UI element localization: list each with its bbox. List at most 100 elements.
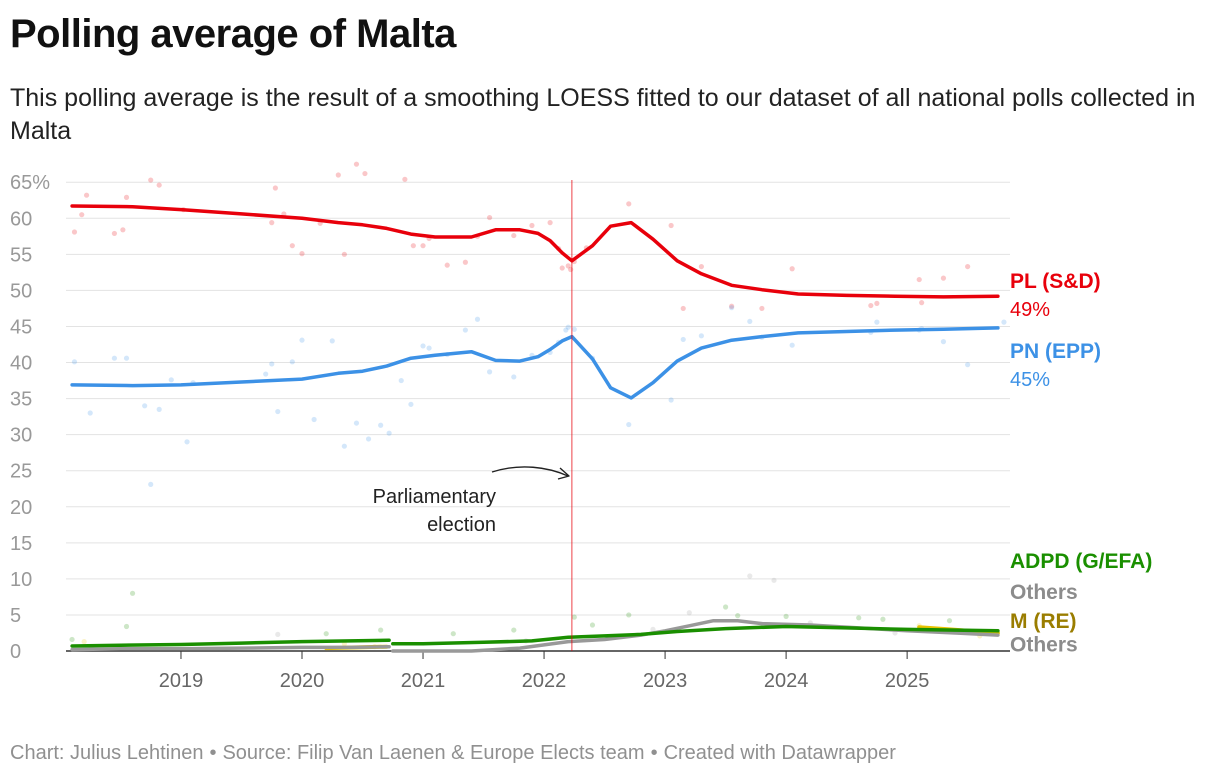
poll-dot-2-11: [735, 613, 741, 619]
poll-dot-1-4: [142, 403, 148, 409]
series-line-pn-epp--0: [70, 326, 1000, 400]
poll-dot-0-32: [547, 220, 553, 226]
poll-dot-0-43: [729, 303, 735, 309]
election-annotation: Parliamentary election: [373, 180, 573, 651]
poll-dot-0-6: [148, 177, 154, 183]
y-tick-label-30: 30: [10, 425, 32, 447]
y-tick-label-45: 45: [10, 316, 32, 338]
poll-dot-0-1: [79, 212, 85, 218]
chart-subtitle: This polling average is the result of a …: [10, 84, 1196, 145]
poll-dot-1-6: [156, 406, 162, 412]
poll-dot-1-2: [111, 355, 118, 361]
poll-dot-1-39: [668, 397, 674, 403]
poll-dot-2-4: [378, 627, 384, 633]
poll-dot-1-25: [426, 345, 432, 351]
poll-dot-0-30: [511, 232, 517, 239]
end-label-value-0: 49%: [1010, 299, 1050, 321]
poll-dot-0-50: [940, 275, 947, 281]
y-tick-label-5: 5: [10, 605, 21, 627]
poll-dot-0-39: [626, 201, 632, 207]
poll-dot-2-0: [69, 636, 75, 643]
y-tick-label-65: 65%: [10, 172, 50, 194]
poll-dot-2-14: [880, 616, 886, 622]
poll-dot-0-51: [965, 263, 971, 270]
poll-dot-1-10: [263, 371, 269, 377]
poll-dot-0-16: [335, 172, 341, 178]
y-tick-label-35: 35: [10, 389, 32, 411]
poll-dot-1-38: [626, 421, 632, 428]
annotation-arrowhead: [557, 467, 570, 480]
poll-dot-0-26: [444, 262, 450, 268]
poll-dot-1-42: [729, 305, 735, 311]
series-line-others-0: [70, 644, 391, 652]
series-line-others-1: [391, 618, 1000, 653]
chart-credit: Chart: Julius Lehtinen: [10, 742, 204, 764]
poll-dot-0-44: [759, 305, 765, 312]
poll-dot-0-24: [420, 243, 426, 249]
y-tick-label-55: 55: [10, 244, 32, 266]
end-label-0: PL (S&D): [1010, 270, 1101, 293]
footer-separator: •: [650, 742, 658, 764]
x-tick-label-2019: 2019: [159, 670, 204, 692]
y-tick-label-20: 20: [10, 497, 32, 519]
x-tick-label-2024: 2024: [764, 670, 809, 692]
poll-dot-0-13: [289, 243, 295, 249]
poll-dot-0-11: [272, 185, 278, 191]
y-tick-label-60: 60: [10, 208, 32, 230]
poll-dot-1-23: [408, 401, 414, 407]
poll-dot-1-34: [563, 327, 569, 333]
end-label-2: ADPD (G/EFA): [1010, 550, 1152, 573]
x-tick-label-2025: 2025: [885, 670, 930, 692]
poll-dot-0-49: [919, 300, 925, 306]
x-tick-label-2020: 2020: [280, 670, 325, 692]
y-tick-label-0: 0: [10, 641, 21, 663]
poll-dot-1-27: [462, 327, 468, 333]
poll-dot-0-5: [123, 194, 130, 200]
poll-dot-0-47: [874, 300, 880, 306]
poll-dot-0-23: [410, 243, 416, 249]
poll-dot-1-11: [269, 361, 275, 367]
poll-dot-1-20: [378, 422, 384, 428]
poll-dot-0-22: [402, 176, 408, 182]
poll-dot-2-9: [626, 612, 632, 618]
poll-dot-0-45: [789, 266, 795, 272]
poll-dot-0-27: [462, 259, 468, 265]
poll-dot-3-3: [686, 610, 692, 616]
poll-dot-2-13: [856, 615, 862, 621]
y-tick-label-40: 40: [10, 353, 32, 375]
poll-dot-0-34: [559, 265, 565, 271]
x-tick-label-2021: 2021: [401, 670, 446, 692]
poll-dot-1-21: [386, 430, 392, 436]
end-label-3: Others: [1010, 581, 1078, 604]
poll-dot-1-40: [680, 336, 686, 343]
poll-dot-1-43: [747, 318, 753, 325]
poll-dot-2-10: [722, 604, 729, 610]
x-tick-label-2023: 2023: [643, 670, 688, 692]
poll-dot-0-48: [916, 276, 922, 283]
poll-dot-0-35: [565, 263, 571, 269]
poll-dot-1-13: [289, 359, 295, 365]
end-label-1: PN (EPP): [1010, 340, 1101, 363]
poll-dot-1-8: [184, 439, 190, 445]
election-annotation-label: election: [427, 514, 496, 536]
end-label-4: M (RE): [1010, 610, 1077, 633]
y-tick-label-50: 50: [10, 280, 32, 302]
poll-dot-1-51: [965, 362, 971, 368]
poll-dot-1-14: [299, 337, 305, 343]
poll-dot-0-14: [299, 251, 305, 257]
end-label-5: Others: [1010, 634, 1078, 657]
chart-footer: Chart: Julius Lehtinen • Source: Filip Van…: [10, 742, 896, 765]
poll-dot-0-19: [362, 170, 368, 177]
poll-dot-3-5: [771, 577, 777, 583]
poll-dot-1-41: [698, 333, 704, 339]
poll-dot-4-0: [81, 639, 87, 645]
poll-dot-3-0: [275, 631, 281, 638]
poll-dot-1-47: [874, 319, 880, 325]
poll-dot-1-17: [341, 443, 347, 449]
poll-dot-2-8: [589, 622, 596, 628]
poll-dot-1-15: [311, 416, 317, 423]
series-line-adpd-g-efa--0: [70, 638, 391, 648]
poll-dot-0-41: [680, 305, 686, 312]
poll-dot-1-30: [511, 374, 517, 380]
poll-dot-2-2: [129, 590, 136, 596]
